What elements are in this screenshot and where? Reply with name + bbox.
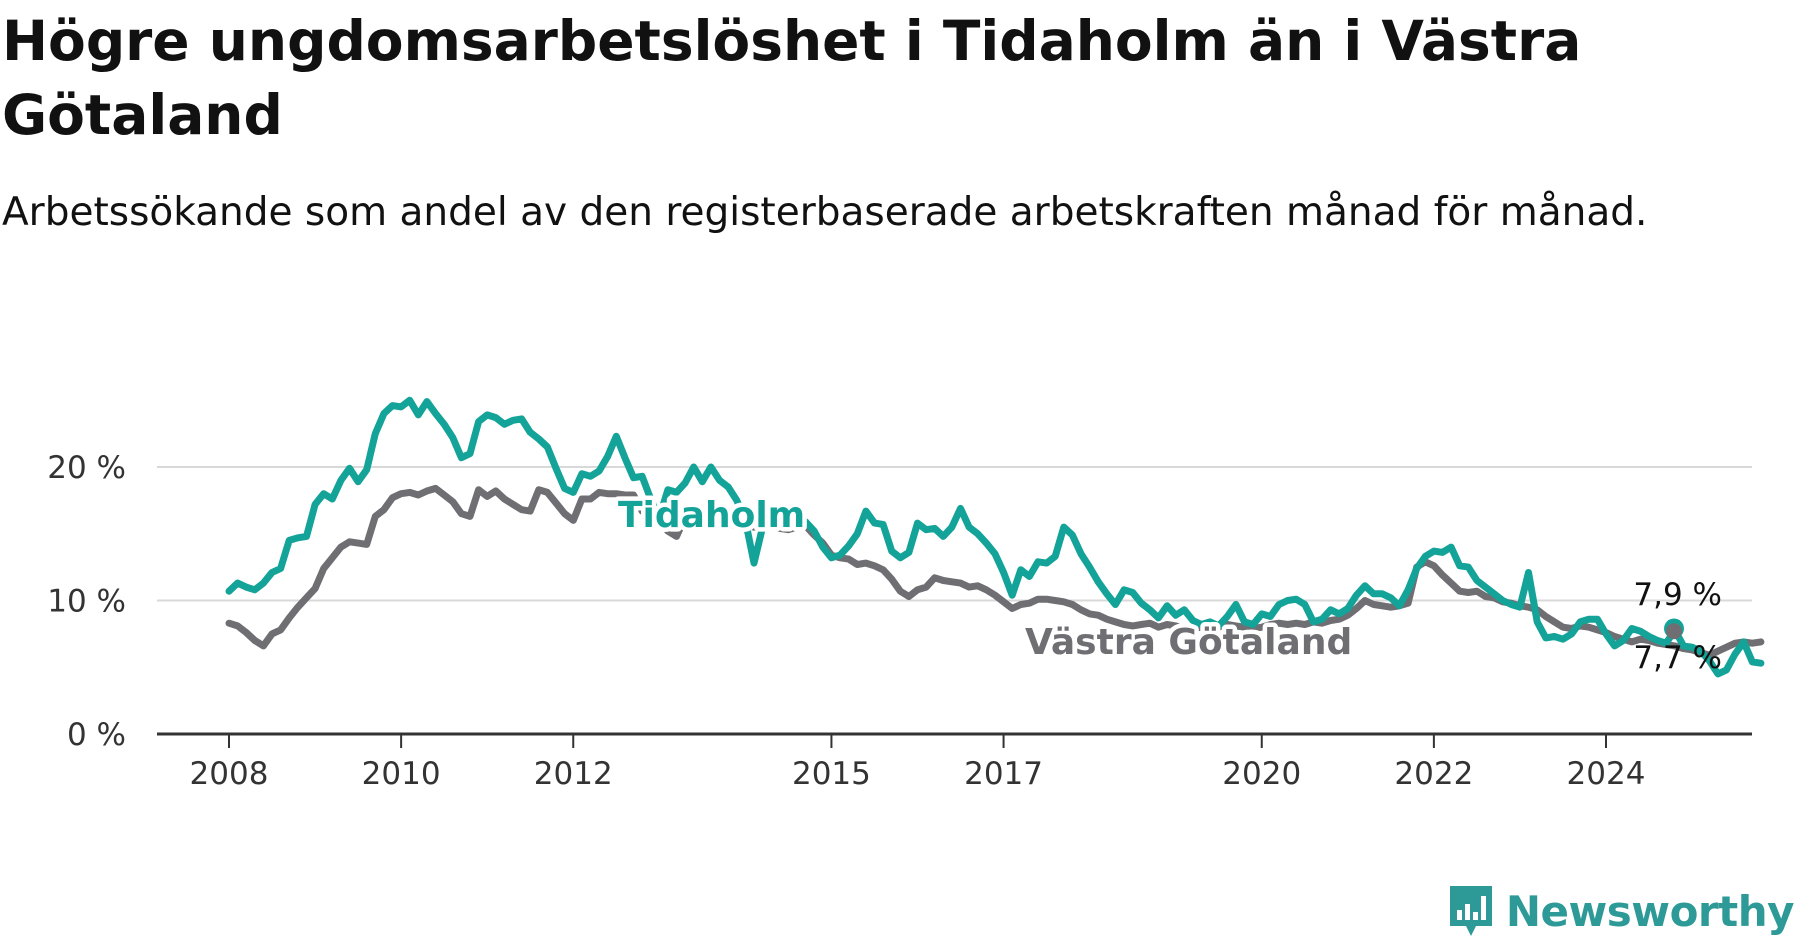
brand-logo: Newsworthy: [1446, 876, 1795, 946]
end-label-tidaholm: 7,9 %: [1633, 577, 1722, 613]
x-tick-label: 2012: [534, 756, 613, 792]
chart-title: Högre ungdomsarbetslöshet i Tidaholm än …: [2, 9, 1582, 147]
end-label-vastra-gotaland: 7,7 %: [1633, 640, 1722, 676]
gridlines: [157, 466, 1752, 736]
series-label-vastra-gotaland: Västra Götaland: [1025, 622, 1352, 663]
y-tick-label: 20 %: [47, 450, 126, 486]
newsworthy-logo-icon: [1449, 886, 1492, 936]
chart-subtitle: Arbetssökande som andel av den registerb…: [2, 190, 1648, 235]
series-line-tidaholm: [225, 396, 1765, 678]
line-chart: 0 % 10 % 20 % 2008 2010 2012 2015 2017 2020 2022…: [47, 396, 1765, 792]
y-tick-label: 10 %: [47, 584, 126, 620]
series-label-vastra-gotaland-halo: Västra Götaland: [1025, 622, 1352, 663]
y-tick-label: 0 %: [67, 717, 126, 753]
x-tick-label: 2022: [1394, 756, 1473, 792]
x-tick-label: 2008: [190, 756, 269, 792]
series-lines: [225, 396, 1765, 678]
brand-name: Newsworthy: [1505, 886, 1795, 936]
end-point-vastra-gotaland: [1666, 623, 1682, 640]
series-label-tidaholm-halo: Tidaholm: [618, 495, 805, 536]
x-tick-label: 2020: [1222, 756, 1301, 792]
x-tick-label: 2010: [362, 756, 441, 792]
y-axis-ticks: 0 % 10 % 20 %: [47, 450, 126, 753]
x-tick-label: 2024: [1567, 756, 1646, 792]
x-tick-label: 2017: [964, 756, 1043, 792]
series-label-tidaholm: Tidaholm: [618, 495, 805, 536]
x-tick-label: 2015: [792, 756, 871, 792]
x-axis-ticks: 2008 2010 2012 2015 2017 2020 2022 2024: [190, 734, 1646, 792]
